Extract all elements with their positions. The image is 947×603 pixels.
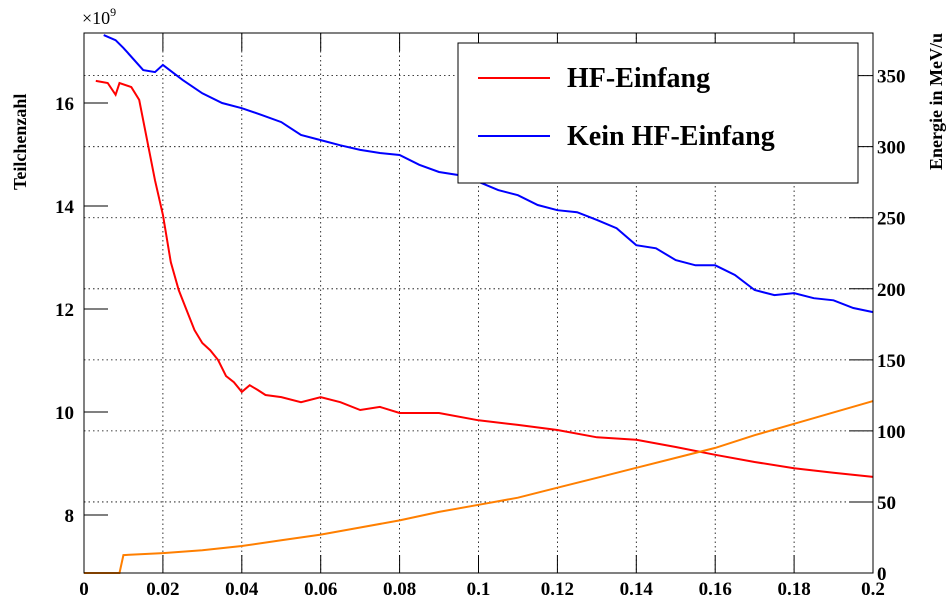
x-tick-label: 0.04 <box>225 579 259 600</box>
y2-tick-label: 150 <box>877 351 906 372</box>
x-tick-label: 0.08 <box>383 579 416 600</box>
y2-tick-label: 200 <box>877 280 906 301</box>
legend-label: Kein HF-Einfang <box>567 121 775 152</box>
y-tick-label: 8 <box>65 506 75 527</box>
x-tick-label: 0.12 <box>541 579 574 600</box>
y-axis-label: Teilchenzahl <box>10 94 30 190</box>
multiplier-exponent: 9 <box>110 5 116 19</box>
data-line <box>84 400 874 574</box>
y2-tick-label: 100 <box>877 422 906 443</box>
y2-tick-label: 350 <box>877 67 906 88</box>
y2-tick-label: 250 <box>877 209 906 230</box>
plot-frame <box>83 32 874 574</box>
y-tick-label: 12 <box>55 300 74 321</box>
multiplier-base: ×10 <box>82 8 110 28</box>
x-tick-label: 0 <box>79 579 89 600</box>
y2-axis-label: Energie in MeV/u <box>926 33 946 170</box>
x-tick-label: 0.14 <box>620 579 654 600</box>
y-tick-label: 10 <box>55 403 74 424</box>
y2-tick-label: 50 <box>877 493 896 514</box>
y-tick-label: 16 <box>55 94 74 115</box>
legend-box <box>457 42 859 184</box>
x-tick-label: 0.06 <box>304 579 337 600</box>
y2-tick-label: 300 <box>877 138 906 159</box>
data-line <box>95 79 874 478</box>
legend-label: HF-Einfang <box>567 63 710 94</box>
x-tick-label: 0.16 <box>699 579 732 600</box>
x-tick-label: 0.1 <box>467 579 491 600</box>
x-tick-label: 0.18 <box>777 579 810 600</box>
y-multiplier: ×109 <box>82 5 116 28</box>
x-tick-label: 0.2 <box>861 579 885 600</box>
x-tick-label: 0.02 <box>146 579 179 600</box>
y2-tick-label: 0 <box>877 564 887 585</box>
y-tick-label: 14 <box>55 197 75 218</box>
